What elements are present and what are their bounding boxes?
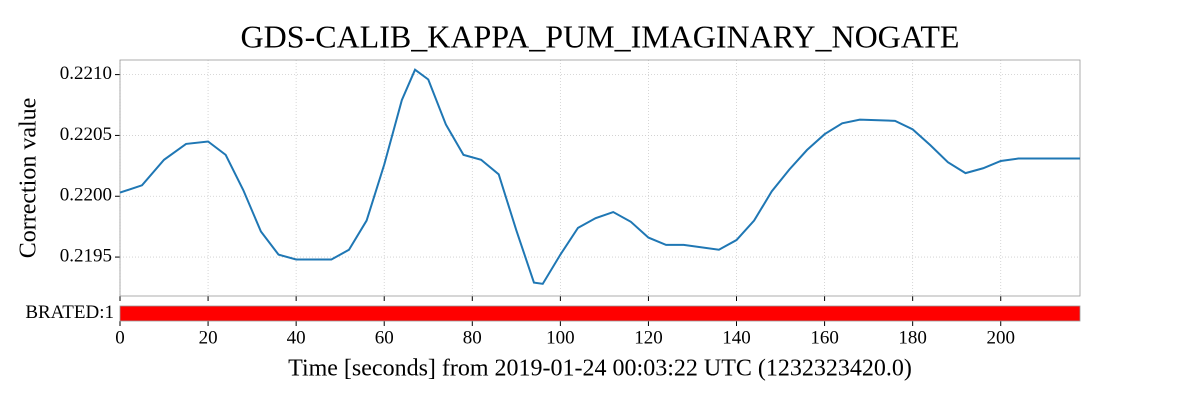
x-tick-label: 60 <box>375 327 394 348</box>
state-label: BRATED:1 <box>25 302 114 323</box>
x-tick-label: 180 <box>898 327 927 348</box>
x-tick-label: 20 <box>199 327 218 348</box>
x-tick-label: 100 <box>546 327 575 348</box>
x-tick-label: 80 <box>463 327 482 348</box>
x-tick-label: 0 <box>115 327 125 348</box>
y-tick-label: 0.2205 <box>60 124 112 145</box>
y-tick-label: 0.2210 <box>60 63 112 84</box>
x-tick-label: 200 <box>986 327 1015 348</box>
chart-title: GDS-CALIB_KAPPA_PUM_IMAGINARY_NOGATE <box>241 18 960 54</box>
data-line <box>119 68 1080 285</box>
plot-frame <box>119 59 1081 297</box>
state-segment <box>120 306 1080 321</box>
x-tick-label: 140 <box>722 327 751 348</box>
state-frame <box>119 305 1081 322</box>
x-axis-label: Time [seconds] from 2019-01-24 00:03:22 … <box>288 356 912 382</box>
y-tick-label: 0.2200 <box>60 185 112 206</box>
x-tick-label: 120 <box>634 327 663 348</box>
y-axis-label: Correction value <box>16 98 42 259</box>
y-tick-label: 0.2195 <box>60 245 112 266</box>
x-tick-label: 160 <box>810 327 839 348</box>
x-tick-label: 40 <box>287 327 306 348</box>
